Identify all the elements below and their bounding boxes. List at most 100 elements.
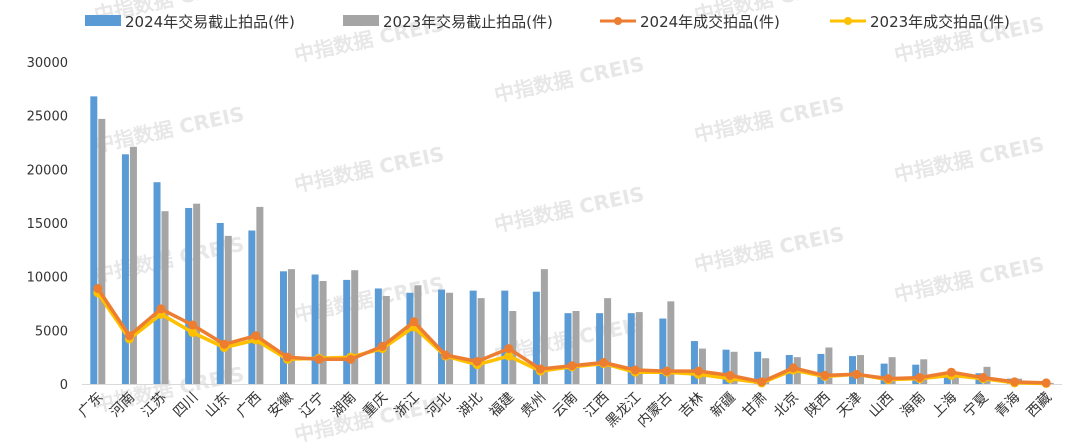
bar-2024 — [90, 96, 98, 384]
point-2024 — [377, 341, 387, 351]
point-2024 — [852, 369, 862, 379]
y-tick-label: 15000 — [27, 217, 68, 232]
watermark-text: 中指数据 CREIS — [892, 252, 1046, 307]
x-tick-label: 云南 — [550, 390, 581, 421]
bar-2023 — [762, 358, 770, 384]
bar-2024 — [659, 318, 667, 384]
bar-2024 — [343, 279, 351, 384]
bar-2023 — [477, 298, 485, 384]
point-2023 — [188, 327, 198, 337]
x-tick-label: 黑龙江 — [603, 390, 644, 431]
bar-2023 — [161, 211, 169, 384]
bar-2024 — [532, 291, 540, 384]
point-2024 — [788, 363, 798, 373]
bar-2023 — [635, 312, 643, 384]
legend-swatch — [343, 15, 379, 26]
point-2024 — [820, 370, 830, 380]
legend-label: 2024年交易截止拍品(件) — [125, 13, 295, 31]
bar-2024 — [121, 154, 129, 384]
point-2024 — [757, 377, 767, 387]
point-2024 — [504, 344, 514, 354]
x-tick-label: 山西 — [866, 390, 897, 421]
bar-2023 — [572, 311, 580, 384]
bar-2023 — [920, 359, 928, 384]
bar-2024 — [564, 313, 572, 384]
legend-label: 2023年交易截止拍品(件) — [383, 13, 553, 31]
x-tick-label: 青海 — [992, 390, 1023, 421]
bar-2024 — [216, 223, 224, 384]
bar-2024 — [185, 207, 193, 384]
point-2024 — [535, 364, 545, 374]
point-2024 — [662, 366, 672, 376]
x-tick-label: 吉林 — [676, 390, 707, 421]
bar-2024 — [469, 290, 477, 384]
bar-2023 — [287, 269, 295, 384]
bar-2024 — [501, 290, 509, 384]
point-2024 — [346, 354, 356, 364]
bar-2023 — [446, 292, 454, 384]
legend-marker — [614, 17, 622, 25]
bar-2023 — [730, 351, 738, 384]
bar-2024 — [596, 313, 604, 384]
bar-2024 — [943, 372, 951, 384]
bar-2024 — [374, 288, 382, 384]
bar-2023 — [983, 366, 991, 384]
legend-label: 2023年成交拍品(件) — [870, 13, 1010, 31]
legend-swatch — [85, 15, 121, 26]
x-axis: 广东 河南 江苏 四川 山东 广西 安徽 辽宁 湖南 重庆 浙江 河北 湖北 福建 贵州 云南 江西黑龙江内蒙古… — [76, 389, 1055, 431]
point-2024 — [314, 354, 324, 364]
bar-2023 — [888, 357, 896, 384]
x-tick-label: 西藏 — [1024, 390, 1055, 421]
watermark-text: 中指数据 CREIS — [92, 102, 246, 157]
bar-2024 — [880, 363, 888, 384]
point-2024 — [188, 320, 198, 330]
bar-2024 — [722, 349, 730, 384]
x-tick-label: 广西 — [234, 390, 265, 421]
bar-2023 — [256, 206, 264, 384]
point-2024 — [219, 339, 229, 349]
bar-2024 — [153, 182, 161, 384]
bar-2023 — [193, 203, 201, 384]
x-tick-label: 贵州 — [518, 390, 549, 421]
x-tick-label: 陕西 — [803, 390, 834, 421]
bar-2024 — [438, 289, 446, 384]
bar-2024 — [817, 353, 825, 384]
bar-2023 — [540, 269, 548, 384]
point-2024 — [472, 356, 482, 366]
bar-2023 — [129, 146, 137, 384]
point-2024 — [93, 283, 103, 293]
y-tick-label: 5000 — [35, 324, 68, 339]
point-2024 — [156, 304, 166, 314]
x-tick-label: 安徽 — [265, 390, 296, 421]
point-2024 — [946, 367, 956, 377]
bar-2023 — [414, 285, 422, 384]
point-2024 — [1041, 378, 1051, 388]
point-2024 — [567, 361, 577, 371]
watermark-text: 中指数据 CREIS — [492, 52, 646, 107]
bar-2024 — [311, 274, 319, 384]
x-tick-label: 宁夏 — [960, 389, 992, 421]
bar-2023 — [98, 118, 106, 385]
bar-2023 — [319, 280, 327, 384]
bar-2024 — [690, 341, 698, 384]
point-2024 — [915, 373, 925, 383]
watermark-text: 中指数据 CREIS — [692, 92, 846, 147]
bar-2024 — [248, 230, 256, 384]
y-tick-label: 30000 — [27, 56, 68, 71]
lines — [93, 283, 1051, 388]
point-2024 — [693, 366, 703, 376]
bar-2024 — [627, 313, 635, 384]
bar-2023 — [224, 235, 232, 384]
x-tick-label: 北京 — [771, 390, 802, 421]
x-tick-label: 湖北 — [455, 390, 486, 421]
watermark-text: 中指数据 CREIS — [692, 222, 846, 277]
bar-2024 — [754, 351, 762, 384]
bar-2024 — [406, 292, 414, 384]
bars — [90, 96, 1054, 385]
bar-2023 — [351, 270, 359, 384]
point-2024 — [282, 352, 292, 362]
point-2023 — [504, 351, 514, 361]
y-tick-label: 20000 — [27, 163, 68, 178]
point-2024 — [409, 317, 419, 327]
